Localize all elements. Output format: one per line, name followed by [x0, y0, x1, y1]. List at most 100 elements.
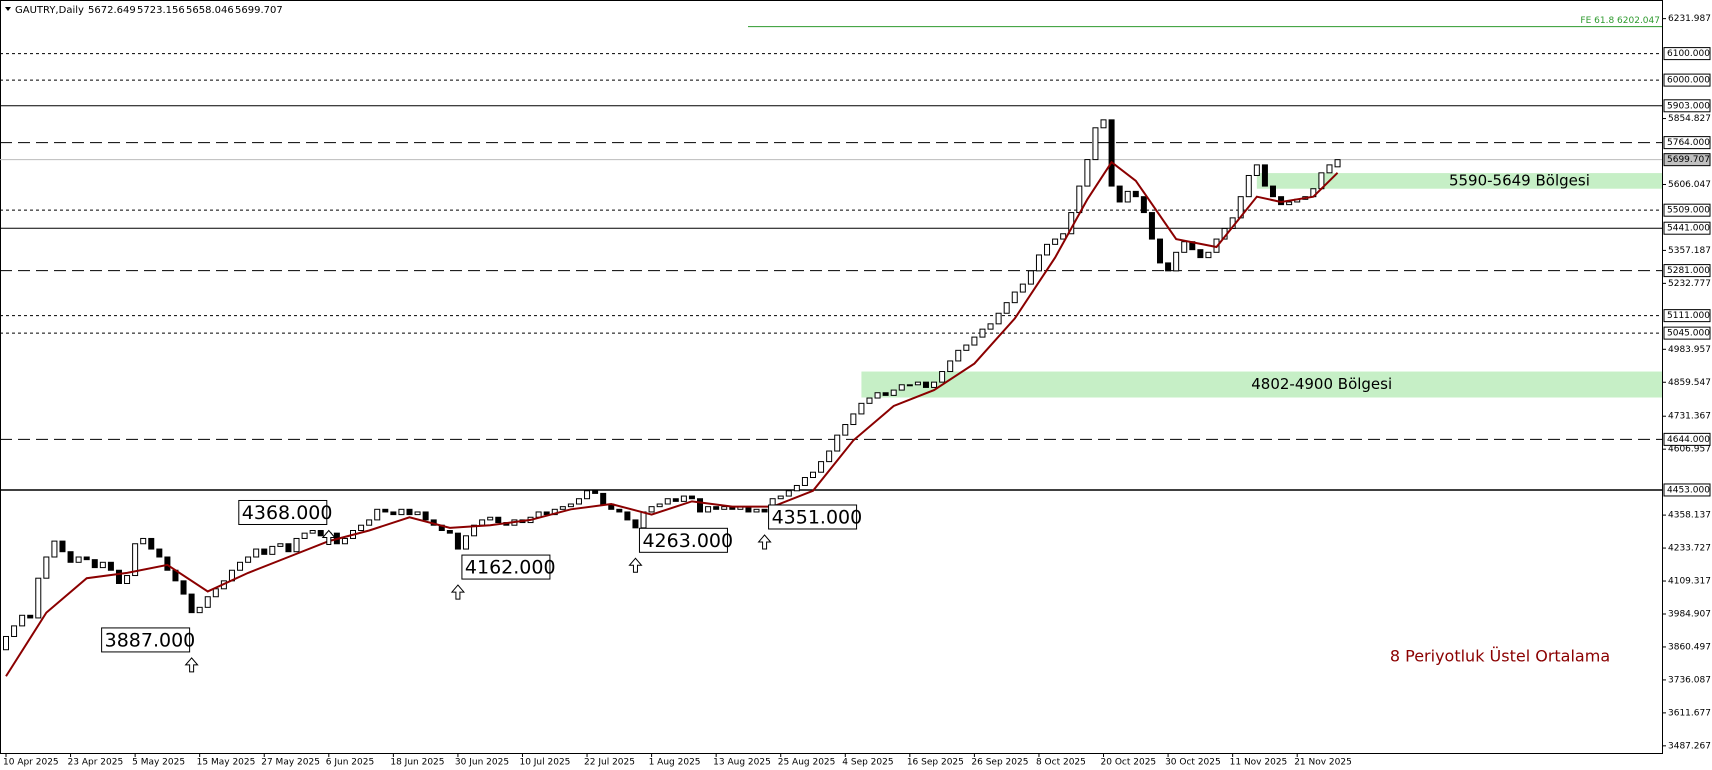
level-label: 5111.000	[1667, 311, 1710, 321]
x-tick-label: 30 Jun 2025	[455, 758, 509, 768]
candle-body	[35, 577, 42, 619]
candle-body	[285, 543, 292, 553]
x-tick-label: 13 Aug 2025	[713, 758, 771, 768]
candle-body	[1269, 185, 1276, 198]
up-arrow	[757, 534, 772, 550]
y-tick-label: 4731.367	[1668, 412, 1711, 422]
candle-body	[672, 498, 679, 502]
candle-body	[664, 498, 671, 505]
candle-body	[842, 424, 849, 436]
level-label-box	[1663, 136, 1711, 150]
candle-body	[132, 543, 139, 577]
candle-body	[1132, 190, 1139, 198]
x-tick-label: 5 May 2025	[132, 758, 185, 768]
candle-body	[358, 524, 365, 532]
x-tick-label: 25 Aug 2025	[778, 758, 836, 768]
candle-body	[1148, 212, 1155, 240]
candle-body	[317, 530, 324, 537]
current-price-label: 5699.707	[1667, 155, 1710, 165]
candle-body	[1165, 262, 1172, 272]
y-tick-label: 5357.187	[1668, 246, 1711, 256]
x-tick-label: 10 Jul 2025	[519, 758, 570, 768]
candle-body	[640, 511, 647, 529]
candle-body	[1027, 270, 1034, 285]
y-tick-label: 3487.267	[1668, 741, 1711, 751]
candle-body	[1108, 119, 1115, 187]
fe-label: FE 61.8 6202.047	[1580, 16, 1660, 26]
annotation-label: 4351.000	[772, 506, 863, 528]
candle-body	[27, 614, 34, 619]
candle-body	[406, 508, 413, 516]
level-label-box	[1663, 432, 1711, 446]
candle-body	[850, 413, 857, 426]
candle-body	[204, 596, 211, 608]
candle-body	[341, 537, 348, 545]
candle-body	[761, 508, 768, 513]
candle-body	[253, 548, 260, 558]
candle-body	[1084, 159, 1091, 187]
candle-body	[261, 548, 268, 555]
x-tick-label: 11 Nov 2025	[1230, 758, 1288, 768]
candle-body	[1205, 251, 1212, 259]
candle-body	[293, 537, 300, 553]
candle-body	[83, 556, 90, 561]
candle-body	[196, 606, 203, 614]
level-label: 5045.000	[1667, 329, 1710, 339]
candle-body	[955, 349, 962, 362]
annotation-label: 4162.000	[465, 557, 556, 579]
candle-body	[479, 519, 486, 526]
candle-body	[995, 312, 1002, 325]
candle-body	[688, 495, 695, 500]
menu-triangle	[5, 7, 11, 11]
candle-body	[616, 508, 623, 513]
header-value: 5699.707	[235, 5, 283, 16]
y-tick-label: 5606.047	[1668, 180, 1711, 190]
candle-body	[1003, 302, 1010, 314]
candle-body	[963, 344, 970, 351]
candle-body	[75, 556, 82, 563]
header-value: 5658.046	[186, 5, 234, 16]
candle-body	[422, 511, 429, 521]
candle-body	[648, 506, 655, 513]
candle-body	[59, 540, 66, 553]
candle-body	[1173, 251, 1180, 272]
candle-body	[374, 508, 381, 521]
level-label: 6100.000	[1667, 49, 1710, 59]
candle-body	[1100, 119, 1107, 129]
candle-body	[1197, 249, 1204, 259]
candle-body	[462, 535, 469, 550]
candle-body	[543, 511, 550, 516]
zone-label: 5590-5649 Bölgesi	[1449, 171, 1590, 189]
x-tick-label: 8 Oct 2025	[1036, 758, 1086, 768]
candle-body	[1261, 164, 1268, 187]
y-tick-label: 3736.087	[1668, 675, 1711, 685]
candle-body	[269, 545, 276, 555]
y-tick-label: 3611.677	[1668, 708, 1711, 718]
x-tick-label: 16 Sep 2025	[907, 758, 964, 768]
candle-body	[713, 506, 720, 510]
candle-body	[19, 614, 26, 627]
candle-body	[882, 392, 889, 396]
candle-body	[67, 551, 74, 563]
candle-body	[834, 434, 841, 452]
candle-body	[495, 516, 502, 524]
candle-body	[454, 532, 461, 550]
annotation-box	[638, 527, 728, 553]
candle-body	[237, 561, 244, 571]
candle-body	[818, 461, 825, 473]
annotation-label: 4368.000	[242, 502, 333, 524]
up-arrow	[628, 557, 643, 573]
candle-body	[43, 556, 50, 579]
candle-body	[277, 543, 284, 547]
candle-body	[939, 371, 946, 383]
level-label: 5764.000	[1667, 138, 1710, 148]
candle-body	[1326, 164, 1333, 174]
level-label: 4644.000	[1667, 435, 1710, 445]
x-tick-label: 15 May 2025	[197, 758, 256, 768]
zone	[1256, 173, 1662, 189]
level-label: 4453.000	[1667, 485, 1710, 495]
candle-body	[979, 328, 986, 338]
current-price-box	[1663, 153, 1711, 167]
candle-body	[148, 537, 155, 550]
level-label-box	[1663, 203, 1711, 217]
